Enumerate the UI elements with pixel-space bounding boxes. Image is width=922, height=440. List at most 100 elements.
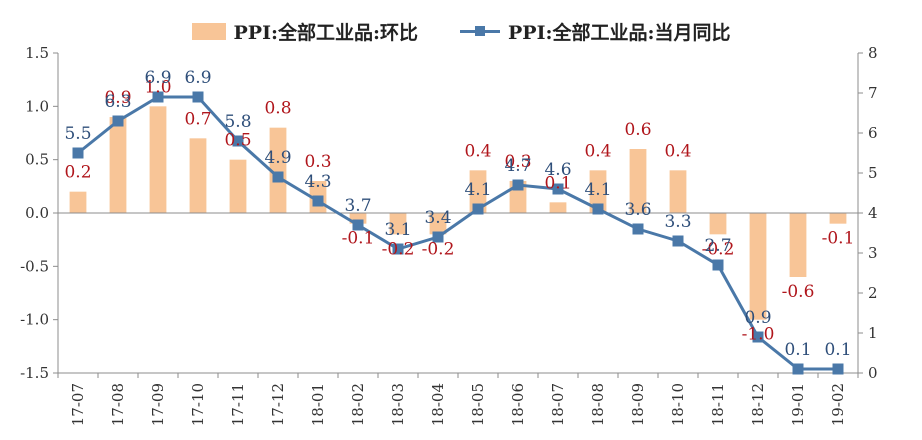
line-yoy-marker: [552, 183, 564, 195]
line-data-label: 0.1: [784, 340, 811, 360]
line-data-label: 0.1: [824, 340, 851, 360]
line-yoy-marker: [592, 203, 604, 215]
legend-swatch-line: [460, 23, 500, 40]
y-left-tick-label: 0.0: [25, 204, 49, 222]
bar-mom: [69, 191, 87, 213]
line-yoy: [77, 95, 838, 371]
y-right-tick-label: 8: [868, 44, 878, 62]
line-yoy-marker: [832, 363, 844, 375]
x-tick-label: 18-12: [749, 383, 767, 426]
line-yoy-marker: [672, 235, 684, 247]
x-tick-label: 18-02: [349, 383, 367, 426]
legend-label-mom: PPI:全部工业品:环比: [233, 21, 419, 44]
line-data-label: 3.4: [424, 208, 451, 228]
bar-data-label: 0.4: [664, 141, 691, 161]
line-yoy-marker: [192, 91, 204, 103]
y-right-tick-label: 3: [868, 244, 878, 262]
y-right-tick-label: 6: [868, 124, 878, 142]
y-left-tick-label: -1.0: [20, 311, 49, 329]
bar-mom: [109, 117, 127, 213]
bar-data-label: 1.0: [144, 77, 171, 97]
line-yoy-marker: [712, 259, 724, 271]
line-yoy-marker: [512, 179, 524, 191]
line-data-label: 6.9: [144, 68, 171, 88]
line-data-label: 3.7: [344, 196, 371, 216]
x-tick-label: 17-07: [69, 383, 87, 426]
x-tick-label: 18-01: [309, 383, 327, 426]
x-tick-label: 18-11: [709, 383, 727, 426]
line-data-label: 4.7: [504, 156, 531, 176]
y-left-tick-label: 0.5: [25, 151, 49, 169]
bar-mom: [469, 170, 487, 213]
y-left-tick-label: 1.0: [25, 97, 49, 115]
x-tick-label: 18-04: [429, 383, 447, 426]
line-yoy-marker: [272, 171, 284, 183]
bar-data-label: 0.4: [584, 141, 611, 161]
line-data-label: 5.5: [64, 124, 91, 144]
bar-mom: [229, 159, 247, 213]
line-yoy-marker: [432, 231, 444, 243]
chart-legend: PPI:全部工业品:环比 PPI:全部工业品:当月同比: [0, 16, 922, 46]
line-data-label: 3.6: [624, 200, 651, 220]
legend-item-yoy: PPI:全部工业品:当月同比: [460, 18, 731, 45]
line-yoy-marker: [152, 91, 164, 103]
bar-mom: [549, 202, 567, 213]
line-data-label: 4.1: [584, 180, 611, 200]
line-data-label: 6.9: [184, 68, 211, 88]
bar-mom: [669, 170, 687, 213]
bar-data-label: 0.6: [624, 120, 651, 140]
bar-mom: [789, 213, 807, 277]
bar-data-label: -0.6: [782, 282, 815, 302]
line-data-label: 6.3: [104, 92, 131, 112]
x-tick-label: 17-10: [189, 383, 207, 426]
bar-mom: [829, 213, 847, 224]
bar-mom: [349, 213, 367, 224]
y-right-tick-label: 5: [868, 164, 878, 182]
bar-data-label: 0.2: [64, 163, 91, 183]
legend-label-yoy: PPI:全部工业品:当月同比: [508, 21, 731, 44]
x-tick-label: 17-08: [109, 383, 127, 426]
y-right-tick-label: 0: [868, 364, 878, 382]
bar-data-label: 0.3: [504, 152, 531, 172]
bar-mom: [429, 213, 447, 235]
line-yoy-marker: [72, 147, 84, 159]
x-tick-label: 17-11: [229, 383, 247, 426]
y-right-tick-label: 4: [868, 204, 878, 222]
line-yoy-marker: [112, 115, 124, 127]
bar-mom: [589, 170, 607, 213]
line-yoy-marker: [752, 331, 764, 343]
line-yoy-marker: [792, 363, 804, 375]
bar-data-label: 0.7: [184, 109, 211, 129]
legend-swatch-bar: [191, 22, 226, 40]
line-data-label: 3.3: [664, 212, 691, 232]
y-right-tick-label: 1: [868, 324, 878, 342]
line-data-label: 0.9: [744, 308, 771, 328]
line-yoy-marker: [632, 223, 644, 235]
line-data-label: 5.8: [224, 112, 251, 132]
x-tick-label: 19-02: [829, 383, 847, 426]
bar-mom: [269, 127, 287, 213]
y-left-tick-label: 1.5: [25, 44, 49, 62]
x-tick-label: 18-08: [589, 383, 607, 426]
x-tick-label: 18-03: [389, 383, 407, 426]
line-data-label: 4.3: [304, 172, 331, 192]
line-yoy-marker: [232, 135, 244, 147]
line-yoy-marker: [352, 219, 364, 231]
bar-mom: [749, 213, 767, 320]
legend-item-mom: PPI:全部工业品:环比: [191, 18, 419, 45]
bar-data-label: 0.8: [264, 99, 291, 119]
bar-data-label: 0.9: [104, 88, 131, 108]
bar-mom: [709, 213, 727, 235]
line-data-label: 4.6: [544, 160, 571, 180]
x-tick-label: 17-12: [269, 383, 287, 426]
bar-mom: [629, 149, 647, 213]
x-tick-label: 18-07: [549, 383, 567, 426]
y-left-tick-label: -1.5: [20, 364, 49, 382]
x-tick-label: 18-06: [509, 383, 527, 426]
bar-mom: [389, 213, 407, 235]
line-yoy-marker: [392, 243, 404, 255]
line-data-label: 2.7: [704, 236, 731, 256]
y-right-tick-label: 2: [868, 284, 878, 302]
x-tick-label: 18-09: [629, 383, 647, 426]
